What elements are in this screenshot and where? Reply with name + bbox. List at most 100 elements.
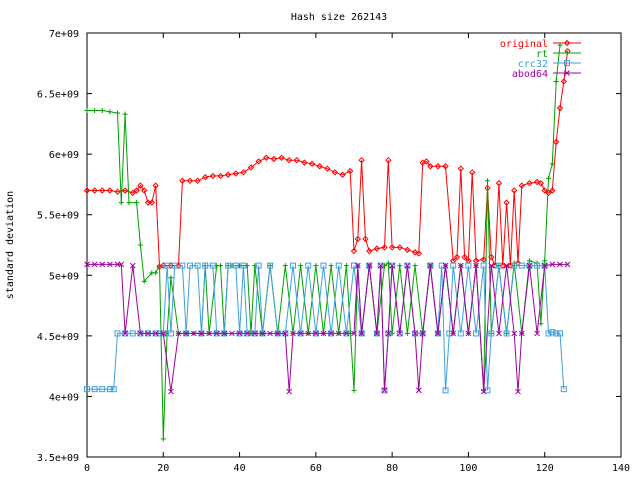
- data-point-original: [385, 156, 392, 164]
- data-point-rt: [92, 108, 98, 114]
- data-point-rt: [153, 270, 159, 276]
- data-point-abod64: [488, 262, 495, 269]
- data-point-abod64: [282, 330, 289, 337]
- data-point-abod64: [213, 330, 220, 337]
- data-point-crc32: [446, 330, 453, 337]
- data-point-original: [186, 177, 194, 185]
- data-point-abod64: [343, 330, 350, 337]
- data-point-crc32: [194, 262, 201, 269]
- data-point-rt: [122, 111, 128, 117]
- data-point-original: [358, 156, 365, 164]
- data-point-original: [427, 163, 434, 170]
- data-point-rt: [107, 109, 113, 115]
- data-point-rt: [542, 258, 548, 264]
- data-point-original: [545, 189, 552, 197]
- data-point-original: [537, 180, 545, 187]
- data-point-rt: [126, 200, 132, 206]
- data-point-abod64: [381, 387, 388, 394]
- y-tick-label: 7e+09: [49, 29, 79, 40]
- data-point-abod64: [183, 330, 190, 337]
- data-point-original: [194, 177, 201, 185]
- data-point-abod64: [557, 261, 563, 268]
- data-point-original: [232, 170, 239, 177]
- data-point-abod64: [549, 261, 556, 268]
- data-point-crc32: [511, 262, 518, 269]
- data-point-original: [148, 199, 156, 206]
- data-point-abod64: [526, 262, 533, 269]
- y-tick-label: 6e+09: [49, 150, 79, 161]
- data-point-original: [461, 253, 468, 261]
- data-point-crc32: [335, 262, 342, 269]
- data-point-crc32: [442, 387, 449, 394]
- data-point-original: [106, 187, 114, 194]
- data-point-original: [480, 256, 487, 263]
- legend-marker-rt: [564, 50, 570, 56]
- data-point-crc32: [549, 329, 556, 336]
- data-point-original: [404, 246, 411, 254]
- data-point-original: [549, 187, 556, 194]
- data-point-abod64: [404, 262, 411, 269]
- data-point-abod64: [518, 330, 525, 337]
- data-point-rt: [343, 263, 349, 269]
- data-point-abod64: [99, 261, 106, 268]
- data-point-rt: [546, 175, 552, 181]
- legend-label-original: original: [500, 39, 548, 50]
- data-point-abod64: [152, 330, 159, 337]
- data-point-crc32: [164, 262, 171, 269]
- legend-label-rt: rt: [536, 49, 548, 60]
- data-point-original: [518, 182, 526, 189]
- data-point-original: [293, 156, 300, 164]
- data-point-abod64: [328, 330, 334, 337]
- data-point-original: [442, 163, 449, 170]
- data-point-abod64: [305, 330, 312, 337]
- data-point-crc32: [114, 330, 121, 337]
- x-tick-label: 60: [310, 463, 322, 474]
- data-point-rt: [526, 258, 532, 264]
- data-point-abod64: [534, 330, 540, 337]
- data-point-original: [552, 138, 560, 146]
- data-point-abod64: [351, 330, 357, 337]
- data-point-original: [141, 187, 148, 194]
- data-point-abod64: [511, 330, 518, 337]
- data-point-rt: [141, 278, 147, 284]
- y-tick-label: 4.5e+09: [37, 332, 79, 343]
- series-abod64: [84, 261, 571, 395]
- data-point-abod64: [427, 262, 434, 269]
- series-original: [83, 47, 571, 271]
- data-point-original: [396, 244, 403, 251]
- plot-frame: [86, 32, 622, 458]
- data-point-original: [495, 180, 503, 187]
- data-point-crc32: [110, 386, 117, 393]
- data-point-crc32: [255, 262, 262, 269]
- data-point-crc32: [232, 262, 239, 269]
- data-point-rt: [168, 275, 174, 281]
- data-point-crc32: [320, 262, 327, 269]
- chart-title: Hash size 262143: [291, 12, 387, 23]
- data-point-crc32: [202, 262, 209, 269]
- data-point-original: [381, 244, 388, 251]
- data-point-abod64: [274, 330, 281, 337]
- data-point-original: [285, 156, 293, 164]
- legend-marker-abod64: [564, 70, 570, 76]
- data-point-crc32: [91, 386, 98, 393]
- data-point-abod64: [442, 262, 449, 269]
- data-point-abod64: [374, 330, 380, 337]
- data-point-original: [133, 187, 140, 194]
- data-point-original: [411, 249, 419, 256]
- data-point-abod64: [118, 261, 125, 268]
- data-point-original: [91, 187, 98, 194]
- legend-label-abod64: abod64: [512, 69, 548, 80]
- data-point-original: [137, 182, 144, 189]
- y-tick-label: 5.5e+09: [37, 211, 79, 222]
- data-point-crc32: [84, 386, 90, 393]
- y-axis-label: standard deviation: [5, 191, 16, 299]
- data-point-original: [129, 189, 136, 197]
- data-point-abod64: [190, 330, 197, 337]
- data-point-abod64: [396, 330, 403, 337]
- data-point-abod64: [297, 330, 304, 337]
- data-point-rt: [553, 78, 559, 84]
- data-point-abod64: [473, 262, 479, 269]
- data-point-rt: [397, 263, 403, 269]
- data-point-abod64: [389, 262, 395, 269]
- data-point-crc32: [267, 262, 274, 269]
